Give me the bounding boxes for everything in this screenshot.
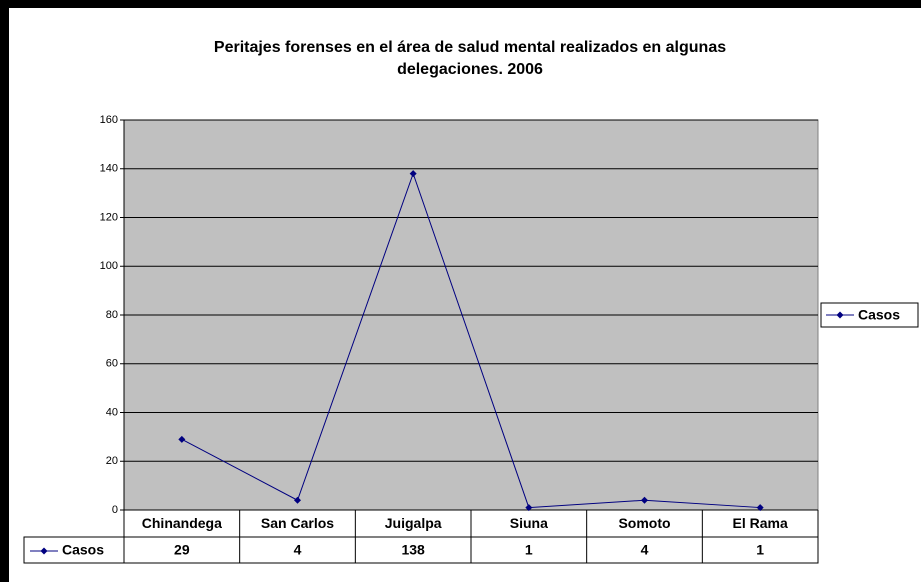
x-tick-label: Chinandega — [142, 515, 222, 531]
point — [756, 504, 764, 512]
y-tick-label: 140 — [100, 163, 118, 175]
table-value: 4 — [294, 542, 302, 558]
y-tick-label: 80 — [106, 309, 118, 321]
legend-label: Casos — [858, 307, 900, 323]
point — [294, 496, 301, 504]
point — [641, 496, 648, 504]
legend-key-marker — [836, 311, 844, 319]
legend-key-marker — [40, 547, 48, 555]
table-value: 29 — [174, 542, 190, 558]
series-line — [181, 172, 761, 509]
table-value: 1 — [525, 542, 533, 558]
table-row-label: Casos — [62, 542, 104, 558]
table-value: 4 — [641, 542, 649, 558]
frame-left — [0, 0, 9, 582]
y-tick-label: 160 — [100, 114, 118, 126]
x-tick-label: Siuna — [510, 515, 548, 531]
chart-body: Peritajes forenses en el área de salud m… — [23, 39, 919, 564]
x-tick-label: Juigalpa — [385, 515, 442, 531]
table-value: 138 — [401, 542, 425, 558]
chart-title: Peritajes forenses en el área de salud m… — [214, 39, 726, 56]
y-tick-label: 0 — [112, 504, 118, 516]
x-tick-label: El Rama — [733, 515, 788, 531]
point — [525, 504, 533, 512]
y-tick-label: 20 — [106, 455, 118, 467]
chart-title: delegaciones. 2006 — [397, 61, 543, 78]
point — [178, 435, 186, 443]
table-value: 1 — [756, 542, 764, 558]
y-tick-label: 60 — [106, 358, 118, 370]
y-tick-label: 100 — [100, 260, 118, 272]
y-tick-label: 40 — [106, 406, 118, 418]
y-tick-label: 120 — [100, 211, 118, 223]
frame-top — [0, 0, 921, 8]
x-tick-label: San Carlos — [261, 515, 334, 531]
x-tick-label: Somoto — [618, 515, 670, 531]
point — [409, 170, 417, 178]
